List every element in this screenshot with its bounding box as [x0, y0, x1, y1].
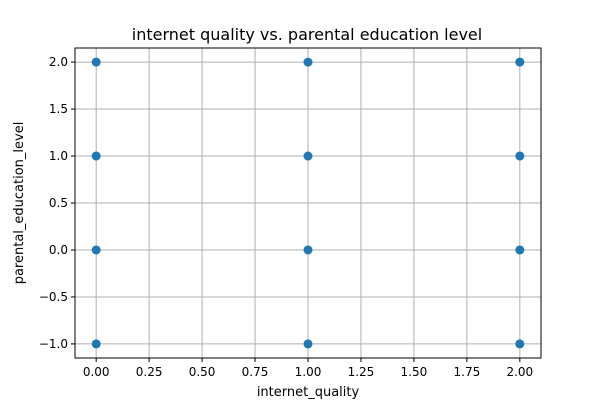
y-tick-label: 2.0	[49, 55, 68, 69]
scatter-point	[303, 339, 313, 349]
grid	[75, 48, 541, 358]
scatter-point	[303, 57, 313, 67]
scatter-point	[91, 151, 101, 161]
scatter-point	[91, 57, 101, 67]
x-tick-label: 1.50	[401, 365, 428, 379]
y-axis-ticks: −1.0 −0.5 0.0 0.5 1.0 1.5 2.0	[39, 55, 75, 351]
x-tick-label: 1.25	[348, 365, 375, 379]
y-tick-label: 1.5	[49, 102, 68, 116]
x-tick-label: 0.00	[83, 365, 110, 379]
scatter-point	[515, 339, 525, 349]
y-tick-label: −0.5	[39, 290, 68, 304]
scatter-point	[515, 57, 525, 67]
scatter-point	[515, 151, 525, 161]
scatter-point	[91, 245, 101, 255]
y-tick-label: 0.0	[49, 243, 68, 257]
x-tick-label: 0.50	[189, 365, 216, 379]
y-axis-label: parental_education_level	[12, 122, 27, 285]
y-tick-label: −1.0	[39, 337, 68, 351]
x-tick-label: 0.75	[242, 365, 269, 379]
x-tick-label: 2.00	[506, 365, 533, 379]
scatter-point	[303, 151, 313, 161]
y-tick-label: 1.0	[49, 149, 68, 163]
data-points	[91, 57, 525, 349]
scatter-point	[303, 245, 313, 255]
chart-title: internet quality vs. parental education …	[132, 25, 482, 44]
x-tick-label: 1.75	[454, 365, 481, 379]
scatter-point	[91, 339, 101, 349]
x-axis-ticks: 0.00 0.25 0.50 0.75 1.00 1.25 1.50 1.75 2.00	[83, 358, 533, 379]
x-tick-label: 1.00	[295, 365, 322, 379]
scatter-point	[515, 245, 525, 255]
y-tick-label: 0.5	[49, 196, 68, 210]
x-tick-label: 0.25	[136, 365, 163, 379]
x-axis-label: internet_quality	[257, 385, 360, 400]
